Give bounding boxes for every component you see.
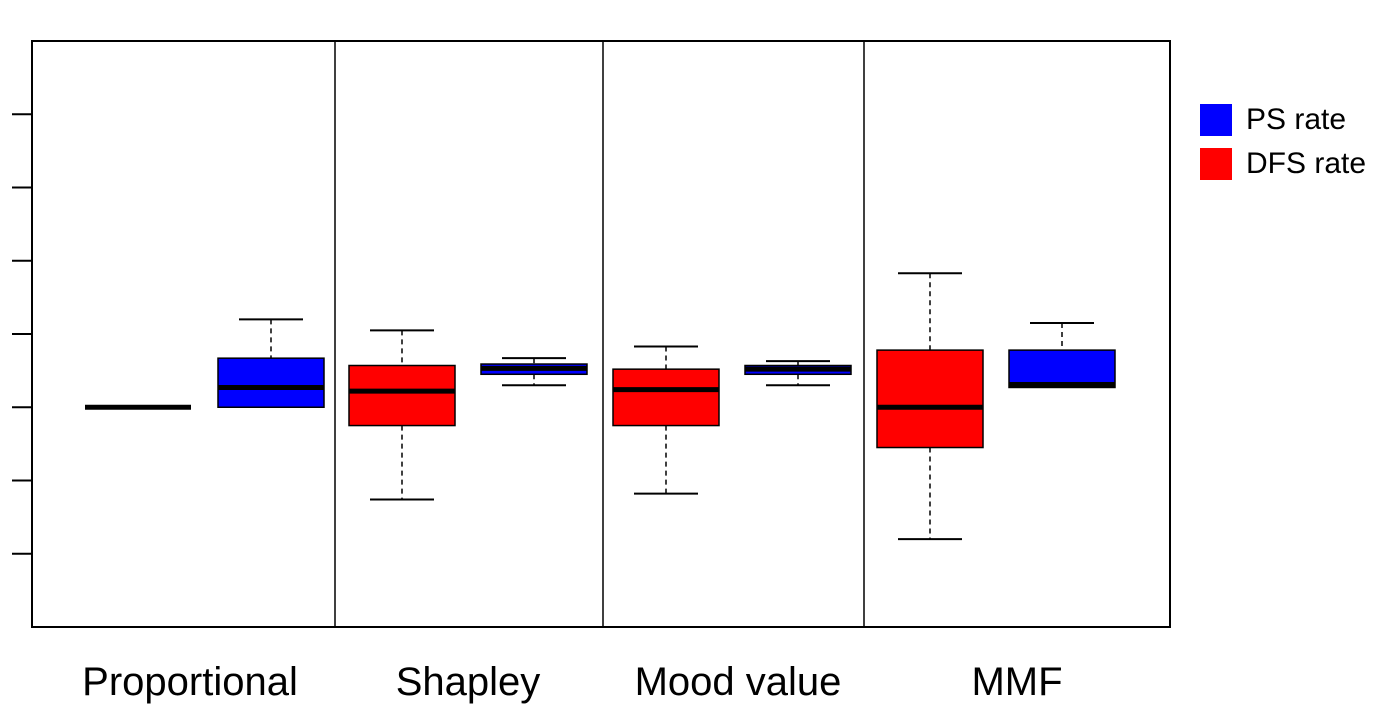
legend-label-ps-rate: PS rate [1246, 103, 1347, 136]
group-label-proportional: Proportional [82, 660, 298, 704]
group-label-mood-value: Mood value [634, 660, 842, 704]
ps-rate-mmf-box [1008, 349, 1116, 389]
legend-item-ps-rate: PS rate [1200, 98, 1366, 142]
group-label-shapley: Shapley [395, 660, 541, 704]
legend-swatch-ps-rate [1200, 104, 1232, 136]
legend: PS rate DFS rate [1200, 98, 1366, 186]
group-label-mmf: MMF [971, 660, 1063, 704]
dfs-rate-mmf-box [876, 349, 984, 449]
ps-rate-proportional-box [217, 357, 325, 408]
plot-frame [31, 40, 1171, 628]
legend-swatch-dfs-rate [1200, 148, 1232, 180]
dfs-rate-mood-value-box [612, 368, 720, 427]
legend-label-dfs-rate: DFS rate [1246, 147, 1367, 180]
legend-item-dfs-rate: DFS rate [1200, 142, 1366, 186]
dfs-rate-shapley-box [348, 364, 456, 427]
